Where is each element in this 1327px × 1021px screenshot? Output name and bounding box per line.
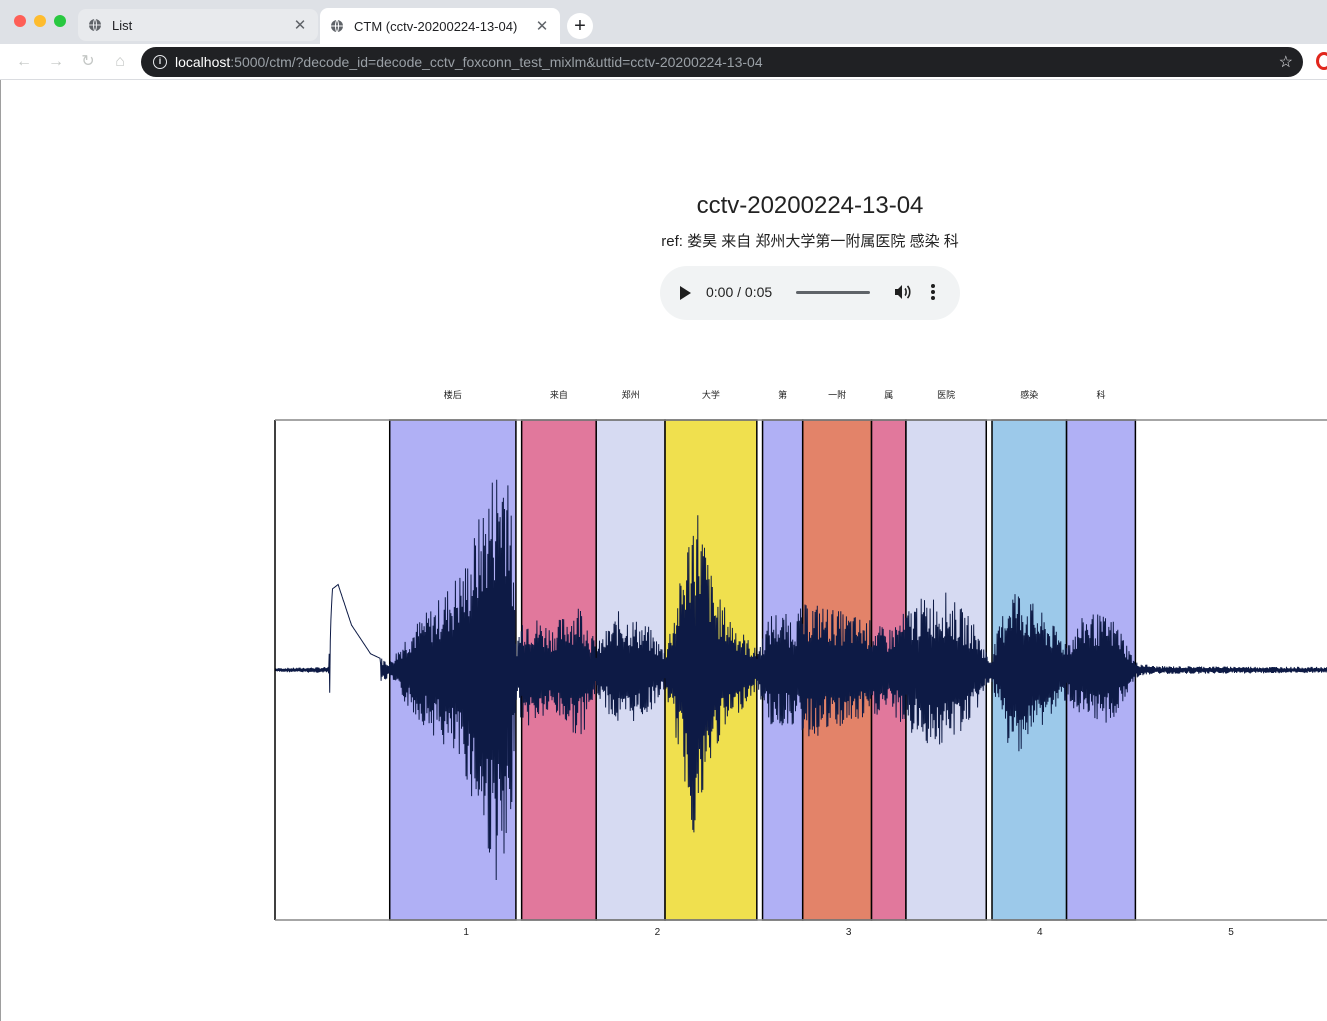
segment-label-6: 属 bbox=[884, 390, 893, 401]
reference-transcript: ref: 娄昊 来自 郑州大学第一附属医院 感染 科 bbox=[661, 233, 959, 250]
info-icon[interactable]: i bbox=[153, 55, 167, 69]
play-icon[interactable] bbox=[680, 286, 691, 300]
more-options-icon[interactable] bbox=[928, 282, 938, 302]
segment-label-4: 第 bbox=[778, 389, 787, 401]
url-path: :5000/ctm/?decode_id=decode_cctv_foxconn… bbox=[230, 54, 763, 70]
url-host: localhost bbox=[175, 54, 231, 70]
close-icon[interactable]: ✕ bbox=[535, 18, 549, 35]
segment-label-9: 科 bbox=[1096, 389, 1105, 401]
segment-label-1: 来自 bbox=[550, 389, 568, 401]
page-title: cctv-20200224-13-04 bbox=[696, 192, 924, 219]
browser-toolbar: ← → ↻ ⌂ i localhost:5000/ctm/?decode_id=… bbox=[0, 44, 1327, 80]
browser-tab-bar: List ✕ CTM (cctv-20200224-13-04) ✕ + bbox=[0, 0, 1327, 44]
tab-title: List bbox=[112, 17, 133, 33]
address-bar[interactable]: i localhost:5000/ctm/?decode_id=decode_c… bbox=[141, 47, 1303, 77]
page-content: cctv-20200224-13-04 ref: 娄昊 来自 郑州大学第一附属医… bbox=[0, 80, 1327, 1021]
x-tick-label-0: 1 bbox=[463, 927, 469, 938]
home-icon[interactable]: ⌂ bbox=[115, 53, 125, 70]
ctm-waveform-chart: 楼后 来自 郑州 大学 第 一附 属 医院 感染 科 1 2 3 4 5 bbox=[274, 389, 1327, 938]
window-minimize-button[interactable] bbox=[34, 15, 46, 27]
volume-icon[interactable] bbox=[892, 282, 912, 302]
audio-time: 0:00 / 0:05 bbox=[706, 284, 773, 300]
reload-icon[interactable]: ↻ bbox=[81, 53, 95, 70]
waveform-line bbox=[274, 479, 1327, 881]
segment-label-3: 大学 bbox=[702, 389, 720, 401]
segment-label-8: 感染 bbox=[1020, 389, 1038, 401]
x-tick-label-3: 4 bbox=[1037, 927, 1043, 938]
forward-arrow-icon[interactable]: → bbox=[48, 53, 64, 70]
tab-list[interactable]: List ✕ bbox=[78, 9, 318, 41]
globe-icon bbox=[331, 19, 343, 33]
extension-icon[interactable] bbox=[1316, 52, 1327, 70]
segment-label-2: 郑州 bbox=[622, 389, 640, 401]
close-icon[interactable]: ✕ bbox=[293, 17, 307, 34]
x-tick-label-4: 5 bbox=[1228, 927, 1234, 938]
segment-label-7: 医院 bbox=[937, 389, 955, 401]
x-tick-label-2: 3 bbox=[846, 927, 852, 938]
back-arrow-icon[interactable]: ← bbox=[16, 53, 32, 70]
x-tick-label-1: 2 bbox=[655, 927, 661, 938]
segment-label-5: 一附 bbox=[828, 389, 846, 401]
tab-ctm[interactable]: CTM (cctv-20200224-13-04) ✕ bbox=[320, 8, 560, 44]
audio-player[interactable]: 0:00 / 0:05 bbox=[660, 266, 960, 320]
window-maximize-button[interactable] bbox=[54, 15, 66, 27]
segment-label-0: 楼后 bbox=[444, 389, 462, 401]
window-close-button[interactable] bbox=[14, 15, 26, 27]
globe-icon bbox=[89, 18, 101, 32]
new-tab-button[interactable]: + bbox=[567, 13, 593, 39]
audio-progress-slider[interactable] bbox=[796, 291, 870, 294]
bookmark-star-icon[interactable]: ☆ bbox=[1278, 54, 1293, 71]
tab-title: CTM (cctv-20200224-13-04) bbox=[354, 18, 518, 34]
